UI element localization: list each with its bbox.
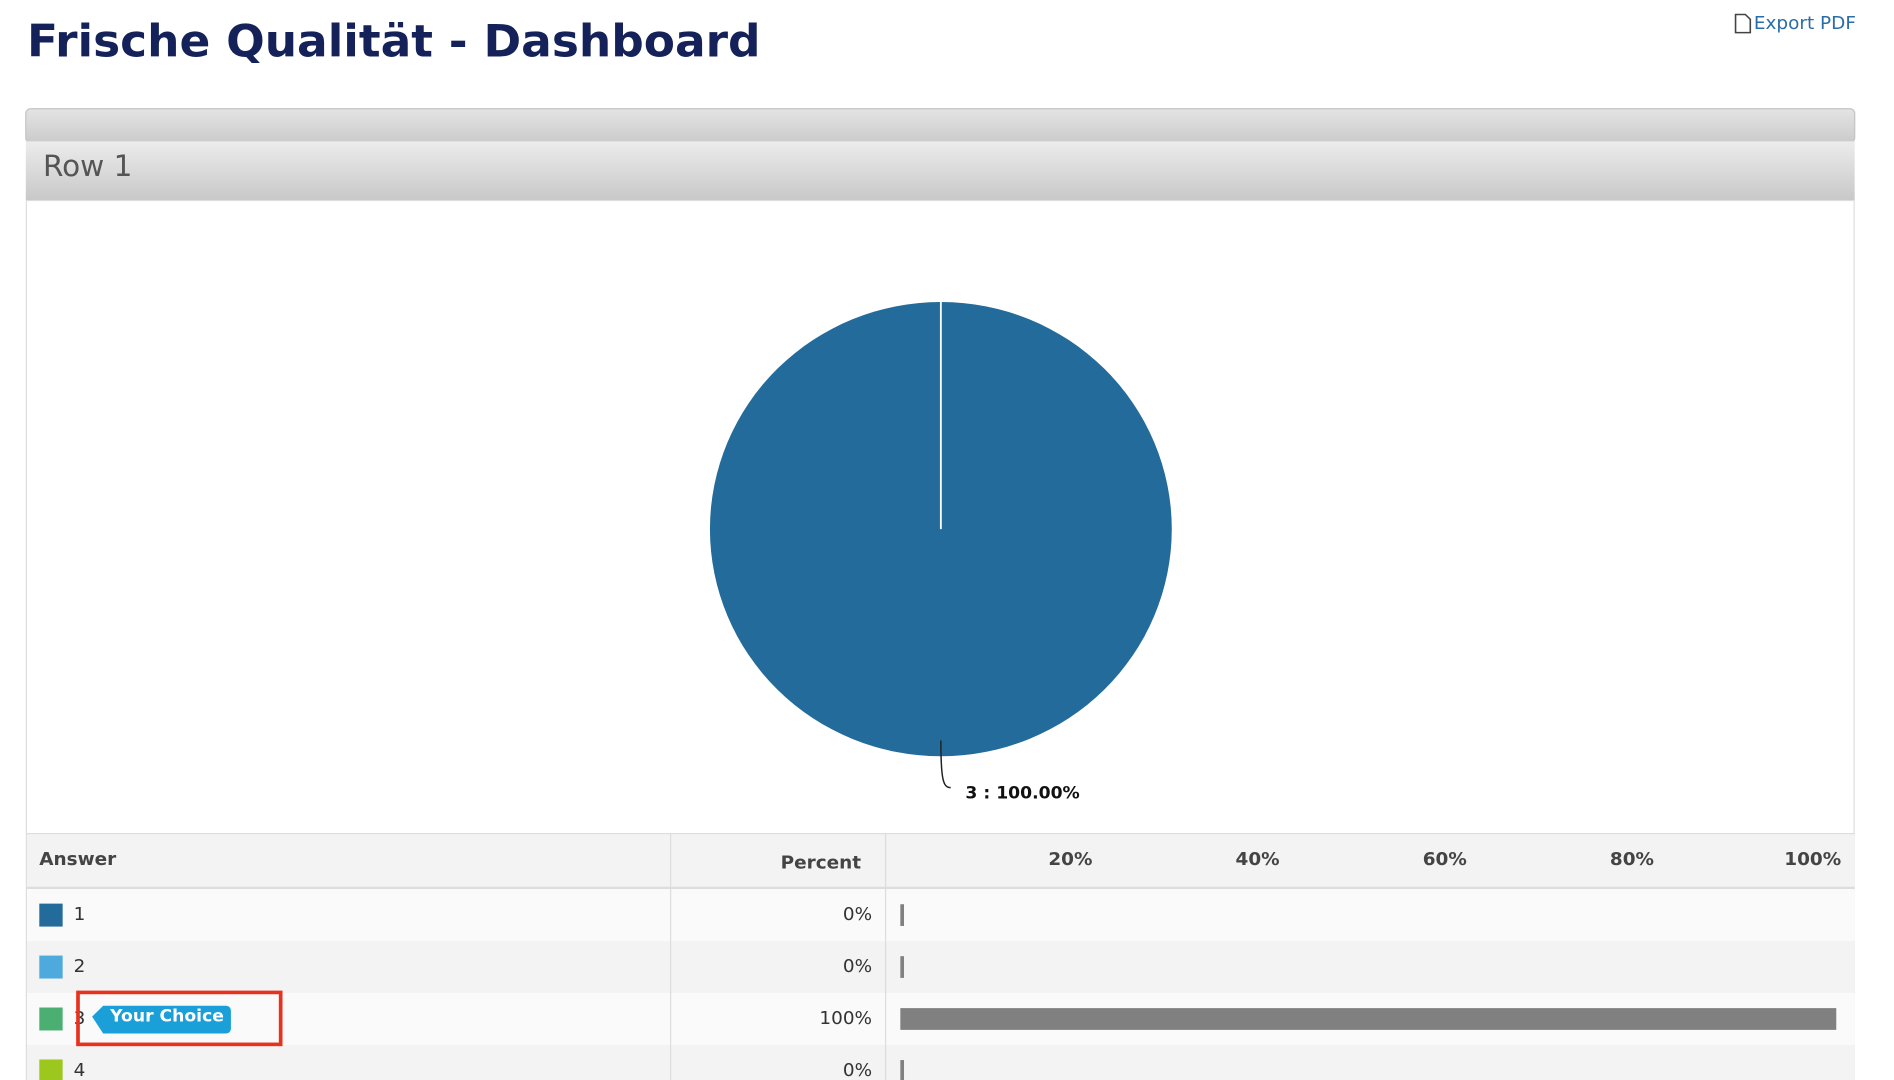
answer-label: 4 bbox=[74, 1060, 86, 1080]
panel-title: Row 1 bbox=[43, 149, 132, 183]
legend-swatch bbox=[39, 1059, 63, 1080]
badge-text: Your Choice bbox=[109, 1007, 224, 1027]
percent-label: 0% bbox=[843, 1060, 872, 1080]
column-header: Answer bbox=[39, 849, 116, 870]
x-tick-label: 40% bbox=[1236, 849, 1280, 870]
panel-header bbox=[25, 141, 1855, 201]
answer-label: 2 bbox=[74, 956, 86, 977]
label-leader bbox=[940, 740, 951, 789]
percent-label: 0% bbox=[843, 956, 872, 977]
slice-label: 3 : 100.00% bbox=[965, 784, 1079, 804]
x-tick-label: 100% bbox=[1784, 849, 1841, 870]
bar bbox=[900, 1008, 1837, 1030]
x-tick-label: 20% bbox=[1048, 849, 1092, 870]
bar bbox=[900, 904, 905, 926]
badge bbox=[92, 1005, 231, 1034]
bar bbox=[900, 956, 905, 978]
pie-slice bbox=[709, 302, 1172, 757]
pdf-icon bbox=[1734, 13, 1752, 34]
table-row bbox=[27, 889, 1855, 942]
percent-label: 0% bbox=[843, 904, 872, 925]
legend-swatch bbox=[39, 955, 63, 979]
panel-bar bbox=[25, 108, 1856, 144]
table-rows bbox=[27, 889, 1855, 1080]
table-row bbox=[27, 1044, 1855, 1080]
export-link[interactable]: Export PDF bbox=[1754, 13, 1856, 34]
page-title: Frische Qualität - Dashboard bbox=[27, 15, 761, 68]
x-tick-label: 60% bbox=[1423, 849, 1467, 870]
table-row bbox=[27, 941, 1855, 994]
x-tick-label: 80% bbox=[1610, 849, 1654, 870]
legend-swatch bbox=[39, 1007, 63, 1031]
bar bbox=[900, 1060, 905, 1080]
percent-label: 100% bbox=[819, 1008, 872, 1029]
table-header bbox=[27, 833, 1855, 888]
legend-swatch bbox=[39, 903, 63, 927]
answer-label: 1 bbox=[74, 904, 86, 925]
export-pdf[interactable]: Export PDF bbox=[1734, 13, 1856, 34]
column-header: Percent bbox=[781, 853, 862, 874]
highlight-box bbox=[76, 990, 283, 1047]
